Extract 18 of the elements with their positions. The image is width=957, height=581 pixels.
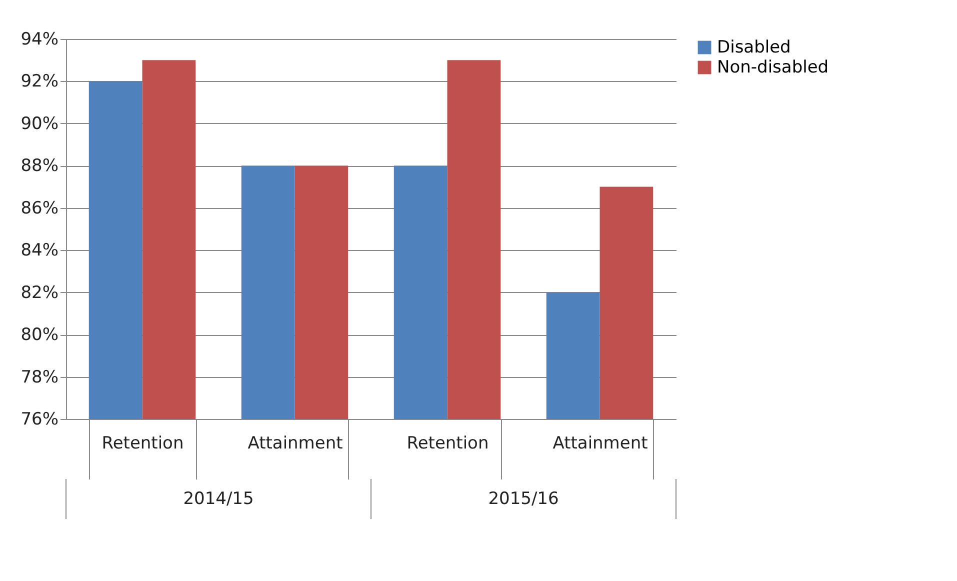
legend-label: Non-disabled (717, 58, 829, 78)
y-tick-label: 94% (20, 30, 58, 50)
text: 2014/15 (183, 489, 254, 509)
y-tick-label: 78% (20, 367, 58, 388)
legend-label: Disabled (717, 38, 791, 58)
text: 2015/16 (488, 489, 559, 509)
y-tick-label: 88% (20, 156, 58, 176)
x-tick-label: Attainment (552, 434, 648, 454)
y-tick-label: 92% (20, 72, 58, 92)
y-tick-label: 82% (20, 282, 58, 303)
x-tick-label: Attainment (248, 434, 344, 454)
y-tick-label: 86% (20, 198, 58, 218)
y-tick-label: 80% (20, 325, 58, 346)
y-tick-label: 76% (20, 410, 58, 430)
y-tick-label: 90% (20, 114, 58, 134)
x-tick-label: Retention (102, 434, 184, 454)
x-tick-label: Retention (406, 434, 489, 454)
y-tick-label: 84% (20, 240, 58, 261)
